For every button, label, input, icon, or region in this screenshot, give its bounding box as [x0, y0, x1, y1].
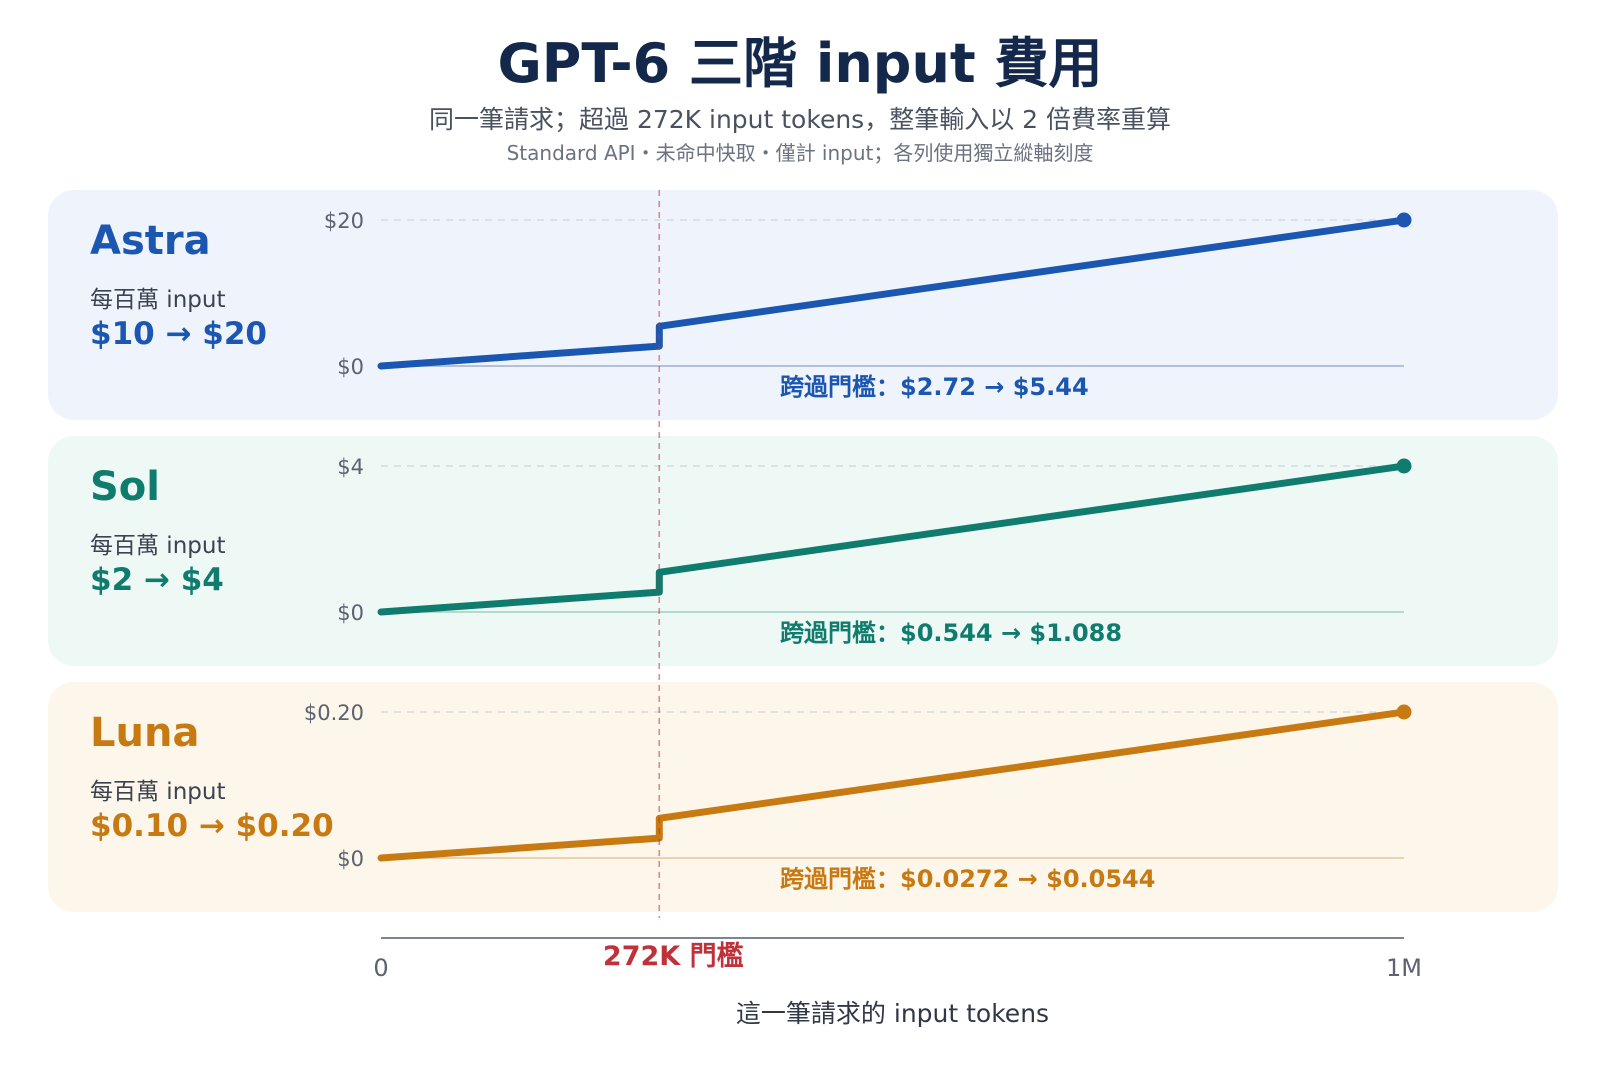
panel-sol: Sol 每百萬 input $2 → $4 $0 $4 跨過門檻：$0.544 → $1.…	[48, 436, 1558, 666]
y-tick-label-zero: $0	[337, 355, 364, 379]
panels: Astra 每百萬 input $10 → $20 $0 $20 跨過門檻：$2.72 →…	[48, 190, 1558, 912]
panel-luna: Luna 每百萬 input $0.10 → $0.20$0 $0.20 跨過門檻：$0…	[48, 682, 1558, 912]
x-axis: 0 1M 272K 門檻 這一筆請求的 input tokens	[373, 937, 1422, 1028]
chart-subtitle: 同一筆請求；超過 272K input tokens，整筆輸入以 2 倍費率重算	[429, 105, 1171, 134]
series-end-point	[1396, 458, 1412, 474]
x-tick-label-end: 1M	[1386, 954, 1422, 982]
series-end-point	[1396, 212, 1412, 228]
threshold-jump-label: 跨過門檻：$0.0272 → $0.0544	[780, 865, 1155, 893]
y-tick-label-max: $4	[337, 455, 364, 479]
series-end-point	[1396, 704, 1412, 720]
chart-note: Standard API・未命中快取・僅計 input；各列使用獨立縱軸刻度	[507, 141, 1094, 165]
rate-value: $0.10 → $0.20	[90, 808, 334, 844]
series-name: Sol	[90, 464, 160, 510]
rate-caption: 每百萬 input	[90, 287, 225, 313]
rate-value: $10 → $20	[90, 316, 267, 352]
threshold-jump-label: 跨過門檻：$2.72 → $5.44	[780, 373, 1089, 401]
series-name: Astra	[90, 218, 211, 264]
threshold-label: 272K 門檻	[603, 941, 744, 972]
series-line-sol	[377, 462, 1408, 616]
threshold-jump-label: 跨過門檻：$0.544 → $1.088	[780, 619, 1122, 647]
rate-value: $2 → $4	[90, 562, 224, 598]
x-axis-label: 這一筆請求的 input tokens	[736, 999, 1049, 1028]
y-tick-label-max: $0.20	[304, 701, 364, 725]
chart-title: GPT-6 三階 input 費用	[497, 32, 1102, 95]
rate-caption: 每百萬 input	[90, 779, 225, 805]
rate-caption: 每百萬 input	[90, 533, 225, 559]
panel-astra: Astra 每百萬 input $10 → $20 $0 $20 跨過門檻：$2.72 →…	[48, 190, 1558, 420]
series-name: Luna	[90, 710, 199, 756]
y-tick-label-max: $20	[324, 209, 364, 233]
x-tick-label-start: 0	[373, 954, 388, 982]
y-tick-label-zero: $0	[337, 601, 364, 625]
y-tick-label-zero: $0	[337, 847, 364, 871]
